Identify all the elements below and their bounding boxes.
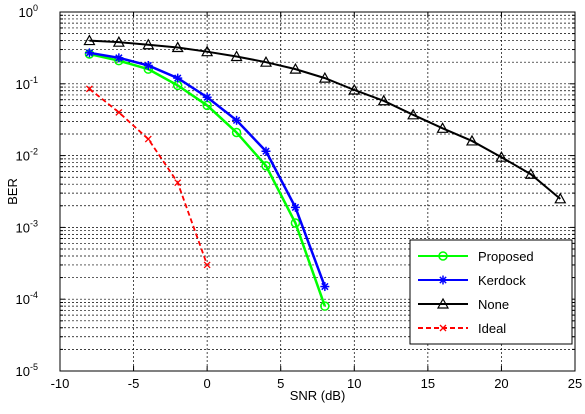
x-tick-label: 15 <box>421 376 435 391</box>
series-line-none <box>89 39 561 200</box>
data-point <box>554 192 567 204</box>
y-tick-label: 10-4 <box>16 290 38 307</box>
series-layer <box>83 34 567 311</box>
y-tick-label: 100 <box>19 3 38 20</box>
data-point <box>201 45 214 57</box>
data-point <box>115 108 123 116</box>
x-tick-label: -10 <box>51 376 70 391</box>
plot-frame <box>59 11 576 372</box>
legend-label: Proposed <box>478 249 534 264</box>
data-point <box>495 150 508 162</box>
data-point-stroke <box>262 147 270 155</box>
data-point-stroke <box>321 282 329 291</box>
data-point <box>436 297 450 309</box>
x-tick-label: 10 <box>347 376 361 391</box>
data-point <box>202 92 212 102</box>
data-point <box>438 275 448 285</box>
legend: Proposed Kerdock None Ideal <box>409 239 573 345</box>
data-point <box>114 53 124 63</box>
data-point-stroke <box>144 135 152 143</box>
data-point <box>438 251 448 261</box>
data-point <box>173 73 183 83</box>
legend-entry-none: None <box>418 297 509 312</box>
data-point <box>261 146 271 156</box>
data-point <box>112 35 125 47</box>
data-point <box>142 38 155 50</box>
data-point <box>439 324 447 332</box>
series-ideal <box>85 85 211 269</box>
x-tick-label: 25 <box>568 376 582 391</box>
data-point <box>320 301 330 311</box>
data-point <box>83 34 96 46</box>
labels-layer: -10 -5 0 5 10 15 20 25 100 10-1 10-2 10-3 10-4 10-5 SN… <box>5 3 582 403</box>
data-point <box>524 168 537 179</box>
data-point-stroke <box>115 108 123 116</box>
data-point <box>320 282 330 292</box>
x-tick-label: 20 <box>494 376 508 391</box>
data-point <box>259 55 273 67</box>
data-point-stroke <box>85 49 94 57</box>
series-kerdock <box>84 48 330 292</box>
data-point <box>232 115 242 125</box>
data-point-stroke <box>439 324 447 332</box>
data-point-stroke <box>144 61 152 70</box>
data-point-stroke <box>232 116 241 125</box>
data-point <box>143 60 153 70</box>
series-line-proposed <box>89 52 327 307</box>
data-point <box>230 50 243 62</box>
legend-label: None <box>478 297 509 312</box>
series-line-ideal <box>88 88 208 266</box>
data-point <box>465 134 479 146</box>
y-tick-label: 10-5 <box>16 362 38 379</box>
series-proposed <box>84 49 330 311</box>
data-point <box>231 127 242 138</box>
y-tick-label: 10-1 <box>16 75 38 92</box>
data-point-stroke <box>174 74 182 82</box>
legend-entry-proposed: Proposed <box>418 249 534 264</box>
x-tick-label: 5 <box>277 376 284 391</box>
data-point-stroke <box>203 93 211 101</box>
data-point <box>171 41 184 53</box>
data-point <box>174 179 182 187</box>
y-axis-label: BER <box>5 178 20 205</box>
data-point-stroke <box>174 179 182 187</box>
series-none <box>83 34 567 204</box>
data-point-stroke <box>439 276 447 284</box>
legend-entry-kerdock: Kerdock <box>418 273 526 288</box>
data-point <box>436 122 449 133</box>
data-point <box>85 85 93 93</box>
data-point-stroke <box>85 85 93 93</box>
data-point <box>289 62 302 74</box>
y-tick-label: 10-3 <box>16 218 38 235</box>
ticks-layer <box>59 11 576 372</box>
data-point <box>203 261 211 269</box>
y-tick-label: 10-2 <box>16 147 38 164</box>
data-point-stroke <box>115 54 123 62</box>
data-point-stroke <box>291 203 300 212</box>
x-axis-label: SNR (dB) <box>290 388 346 403</box>
data-point <box>261 161 271 171</box>
data-point <box>318 71 331 83</box>
data-point <box>407 108 420 120</box>
data-point <box>144 135 152 143</box>
x-tick-label: -5 <box>128 376 140 391</box>
data-point <box>290 202 300 212</box>
x-tick-label: 0 <box>204 376 211 391</box>
legend-box <box>409 239 573 345</box>
legend-label: Ideal <box>478 321 506 336</box>
data-point-stroke <box>203 261 211 269</box>
data-point <box>348 83 361 95</box>
data-point <box>84 48 94 58</box>
legend-entry-ideal: Ideal <box>418 321 506 336</box>
legend-label: Kerdock <box>478 273 526 288</box>
data-point <box>377 94 390 106</box>
data-point <box>290 218 301 228</box>
